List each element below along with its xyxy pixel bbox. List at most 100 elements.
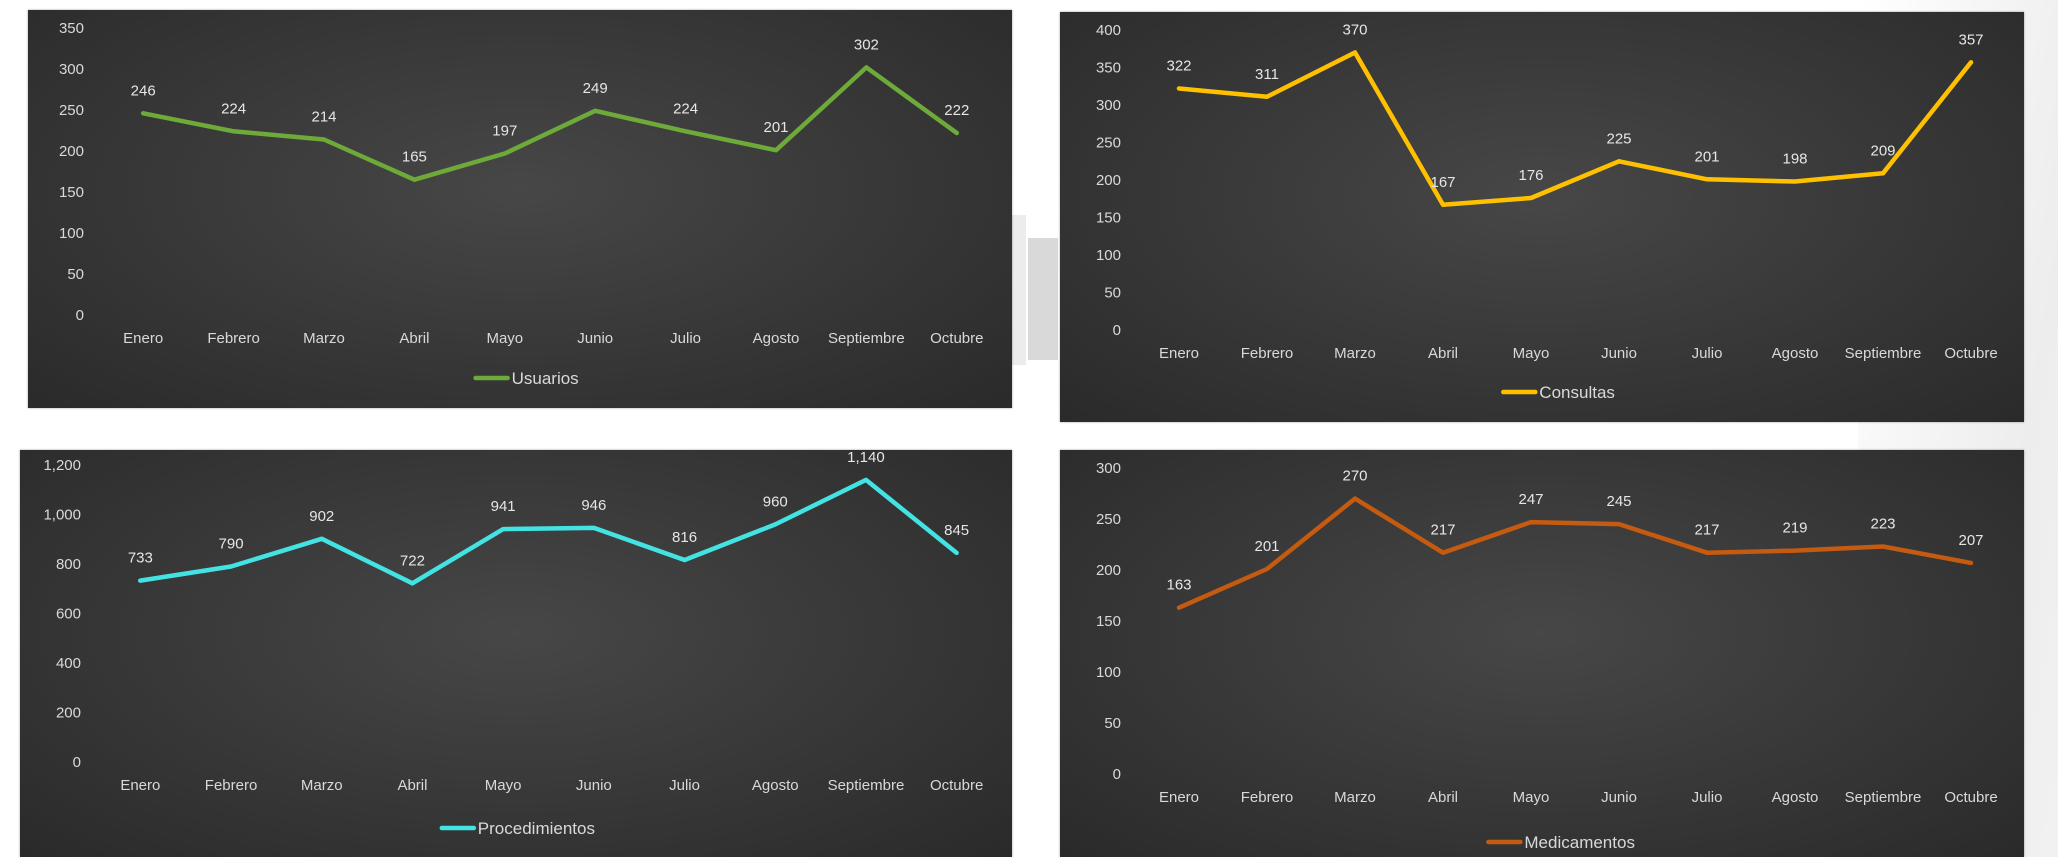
x-tick-label: Mayo — [1513, 789, 1550, 806]
data-point — [410, 581, 415, 586]
y-tick-label: 50 — [1104, 285, 1121, 302]
y-tick-label: 0 — [73, 754, 81, 771]
data-label: 201 — [1694, 148, 1719, 165]
data-point — [864, 65, 869, 70]
data-label: 224 — [673, 100, 698, 117]
x-tick-label: Julio — [1692, 789, 1723, 806]
data-label: 845 — [944, 522, 969, 539]
data-label: 722 — [400, 552, 425, 569]
x-tick-label: Abril — [1428, 345, 1458, 362]
x-tick-label: Junio — [577, 330, 613, 347]
data-label: 247 — [1518, 491, 1543, 508]
data-point — [141, 111, 146, 116]
x-tick-label: Abril — [1428, 789, 1458, 806]
data-label: 1,140 — [847, 450, 885, 466]
x-tick-label: Mayo — [485, 777, 522, 794]
x-tick-label: Febrero — [207, 330, 260, 347]
x-tick-label: Enero — [123, 330, 163, 347]
legend-label: Consultas — [1539, 383, 1615, 402]
data-label: 219 — [1782, 520, 1807, 537]
y-tick-label: 0 — [76, 307, 84, 324]
data-point — [231, 129, 236, 134]
data-point — [774, 148, 778, 153]
data-label: 163 — [1166, 577, 1191, 594]
x-tick-label: Julio — [670, 330, 701, 347]
y-tick-label: 200 — [59, 143, 84, 160]
data-label: 270 — [1342, 468, 1367, 485]
x-tick-label: Abril — [399, 330, 429, 347]
x-tick-label: Mayo — [486, 330, 523, 347]
y-tick-label: 150 — [1096, 613, 1121, 630]
y-tick-label: 300 — [59, 61, 84, 78]
data-point — [1441, 550, 1445, 555]
chart-panel-consultas: 0 50 100 150 200 250 300 350 400 Enero Febrero Marz… — [1060, 12, 2024, 422]
x-tick-label: Febrero — [1241, 345, 1294, 362]
data-point — [954, 130, 959, 135]
y-tick-label: 1,000 — [43, 507, 81, 524]
data-label: 197 — [492, 122, 517, 139]
y-tick-label: 100 — [59, 225, 84, 242]
data-label: 176 — [1518, 167, 1543, 184]
data-point — [863, 477, 868, 482]
y-tick-label: 800 — [56, 556, 81, 573]
data-point — [1177, 605, 1181, 610]
x-tick-label: Septiembre — [828, 330, 905, 347]
x-tick-label: Julio — [1692, 345, 1723, 362]
y-tick-label: 250 — [59, 102, 84, 119]
y-tick-label: 1,200 — [43, 457, 81, 474]
y-tick-label: 150 — [1096, 210, 1121, 227]
data-point — [1793, 179, 1797, 184]
x-tick-label: Febrero — [1241, 789, 1294, 806]
data-label: 733 — [128, 550, 153, 567]
data-label: 941 — [491, 498, 516, 515]
x-tick-label: Octubre — [1944, 789, 1997, 806]
series-line — [138, 477, 959, 586]
data-point — [1617, 159, 1621, 164]
y-tick-label: 100 — [1096, 664, 1121, 681]
x-tick-label: Junio — [1601, 789, 1637, 806]
x-tick-label: Octubre — [1944, 345, 1997, 362]
y-tick-label: 250 — [1096, 135, 1121, 152]
legend: Medicamentos — [1486, 833, 1635, 852]
data-label: 222 — [944, 102, 969, 119]
x-tick-label: Julio — [669, 777, 700, 794]
data-label: 322 — [1166, 58, 1191, 75]
y-tick-label: 300 — [1096, 460, 1121, 477]
legend: Consultas — [1501, 383, 1615, 402]
x-tick-label: Agosto — [1772, 789, 1819, 806]
data-point — [1705, 550, 1709, 555]
data-point — [1265, 566, 1269, 571]
x-tick-label: Marzo — [303, 330, 345, 347]
data-point — [593, 108, 598, 113]
x-tick-label: Junio — [576, 777, 612, 794]
data-label: 217 — [1430, 522, 1455, 539]
x-tick-label: Agosto — [753, 330, 800, 347]
data-label: 249 — [583, 80, 608, 97]
data-point — [1177, 86, 1181, 91]
y-tick-label: 0 — [1113, 766, 1121, 783]
x-tick-label: Abril — [397, 777, 427, 794]
data-point — [229, 564, 234, 569]
data-label: 902 — [309, 508, 334, 525]
y-tick-label: 200 — [1096, 172, 1121, 189]
x-tick-label: Octubre — [930, 777, 983, 794]
data-label: 246 — [131, 82, 156, 99]
data-point — [1705, 177, 1709, 182]
data-point — [1353, 496, 1357, 501]
data-point — [1441, 202, 1445, 207]
x-tick-label: Septiembre — [1845, 789, 1922, 806]
x-tick-label: Marzo — [1334, 345, 1376, 362]
legend-label: Usuarios — [512, 369, 579, 388]
y-tick-label: 50 — [67, 266, 84, 283]
data-point — [1265, 94, 1269, 99]
legend: Procedimientos — [439, 819, 595, 838]
y-tick-label: 200 — [56, 705, 81, 722]
data-point — [412, 177, 417, 182]
y-tick-label: 300 — [1096, 97, 1121, 114]
data-point — [1969, 60, 1973, 65]
data-point — [1969, 560, 1973, 565]
data-point — [683, 129, 688, 134]
background-artifact — [1010, 215, 1026, 365]
series-line — [140, 65, 960, 182]
data-point — [773, 522, 778, 527]
